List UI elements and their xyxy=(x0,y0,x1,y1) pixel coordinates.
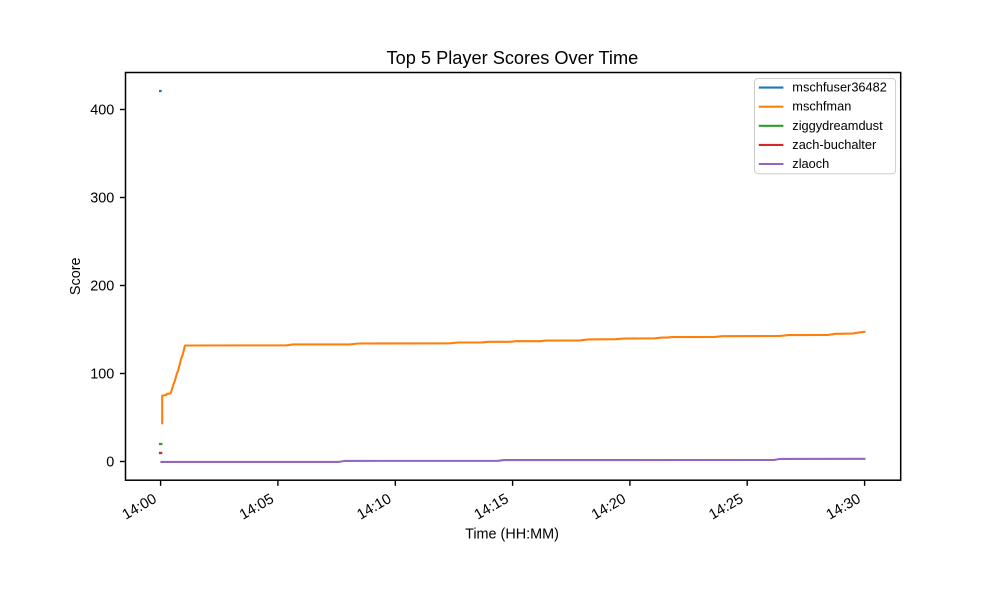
svg-text:400: 400 xyxy=(90,103,114,119)
svg-text:zlaoch: zlaoch xyxy=(792,156,829,171)
svg-text:Top 5 Player Scores Over Time: Top 5 Player Scores Over Time xyxy=(387,48,639,68)
svg-text:0: 0 xyxy=(106,455,114,471)
svg-text:mschfuser36482: mschfuser36482 xyxy=(792,80,887,95)
svg-text:Score: Score xyxy=(68,258,84,296)
svg-text:zach-buchalter: zach-buchalter xyxy=(792,137,877,152)
svg-text:ziggydreamdust: ziggydreamdust xyxy=(792,118,883,133)
svg-text:100: 100 xyxy=(90,367,114,383)
svg-text:200: 200 xyxy=(90,279,114,295)
svg-text:mschfman: mschfman xyxy=(792,99,851,114)
svg-text:300: 300 xyxy=(90,191,114,207)
svg-text:Time (HH:MM): Time (HH:MM) xyxy=(465,527,559,543)
